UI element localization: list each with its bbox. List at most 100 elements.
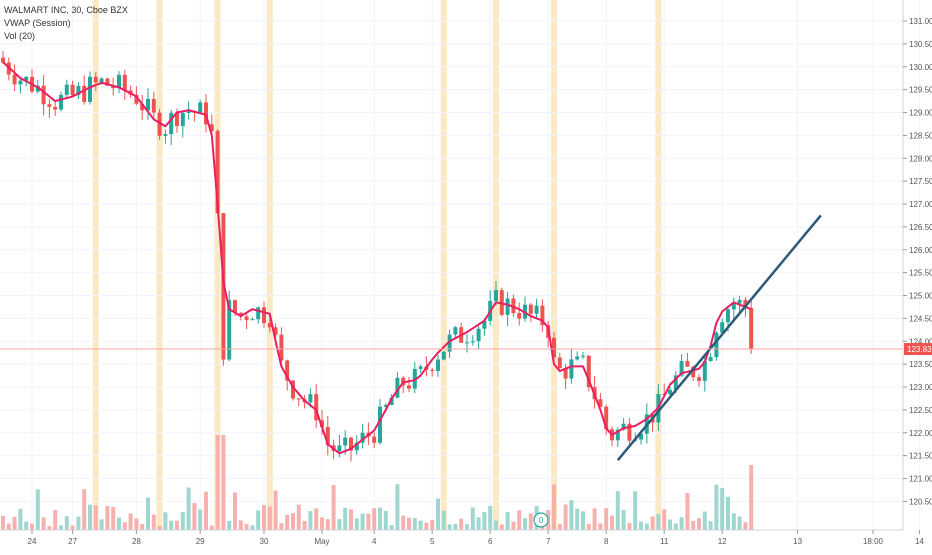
volume-bar [586,523,591,530]
legend-vwap[interactable]: VWAP (Session) [4,18,71,28]
candle-body [360,432,365,443]
legend-volume[interactable]: Vol (20) [4,31,36,41]
volume-bar [30,523,34,530]
event-marker-label: 0 [539,516,544,525]
volume-bar [1,515,5,530]
candle-body [418,366,423,369]
candle-body [180,112,185,127]
candle-body [697,377,701,381]
volume-bar [407,517,411,530]
volume-bar [650,516,655,530]
candle-body [262,307,266,324]
volume-bar [180,512,185,530]
candle-body [378,406,382,443]
y-tick-label: 124.50 [909,314,932,323]
volume-bar [82,489,87,530]
session-band [440,0,447,530]
volume-bar [639,521,643,530]
volume-bar [314,508,319,530]
candle-body [53,106,58,110]
candle-body [209,124,214,131]
volume-bar [441,510,446,530]
candle-body [569,359,574,379]
volume-bar [557,523,562,530]
candle-body [320,420,324,428]
volume-bar [662,509,667,530]
volume-bar [285,514,290,530]
candle-body [122,74,127,91]
volume-bar [523,518,527,530]
candle-body [105,78,110,86]
candle-body [233,300,237,313]
volume-bar [447,524,452,530]
volume-bar [238,520,243,530]
session-band [214,0,221,530]
price-tag [904,343,932,356]
event-marker [533,512,549,528]
volume-bar [59,525,63,530]
candle-body [186,111,191,113]
y-tick-label: 130.50 [909,40,932,49]
candle-body [563,367,568,379]
volume-bar [412,518,417,530]
volume-bar [708,521,713,530]
volume-bar [436,498,440,530]
candle-body [731,303,736,310]
volume-bar [476,517,481,530]
y-tick-label: 123.00 [909,383,932,392]
volume-bar [575,508,580,530]
volume-bar [691,520,696,530]
y-tick-label: 125.50 [909,269,932,278]
candle-body [163,134,168,136]
candle-body [749,307,754,350]
candle-body [343,437,348,446]
volume-bar [656,513,661,530]
x-tick-label: 4 [372,537,377,546]
volume-bar [627,523,632,530]
candle-body [383,405,388,407]
y-tick-label: 127.50 [909,177,932,186]
volume-bar [151,514,156,530]
volume-bar [598,523,603,530]
candle-body [18,80,23,85]
session-band [551,0,557,530]
volume-bar [702,511,707,530]
volume-bar [117,517,121,530]
legend: WALMART INC, 30, Cboe BZX VWAP (Session)… [4,4,128,43]
candle-body [296,398,301,400]
candle-body [505,298,510,315]
y-tick-label: 127.00 [909,200,932,209]
volume-bar [505,511,510,530]
candle-body [552,337,556,358]
candle-body [679,360,684,376]
candle-body [111,85,116,89]
candle-body [494,290,498,301]
y-tick-label: 123.50 [909,360,932,369]
volume-bar [389,525,394,530]
volume-bar [198,509,203,530]
volume-bar [47,525,52,530]
y-tick-label: 128.50 [909,131,932,140]
candle-body [436,359,440,371]
volume-bar [668,519,672,530]
candle-body [140,103,145,111]
volume-bar [296,504,301,530]
volume-bar [163,512,168,530]
volume-bar [169,520,174,530]
x-tick-label: 11 [660,537,669,546]
x-tick-label: May [314,537,329,546]
candle-body [557,357,562,368]
candle-body [441,351,446,360]
volume-bar [604,508,609,530]
session-band [655,0,662,530]
volume-bar [337,519,342,530]
x-tick-label: 14 [915,537,924,546]
candle-body [586,355,591,388]
candle-body [1,57,5,63]
volume-bar [325,519,330,530]
legend-symbol[interactable]: WALMART INC, 30, Cboe BZX [4,5,128,15]
candle-body [447,334,452,352]
volume-bar [93,505,98,530]
